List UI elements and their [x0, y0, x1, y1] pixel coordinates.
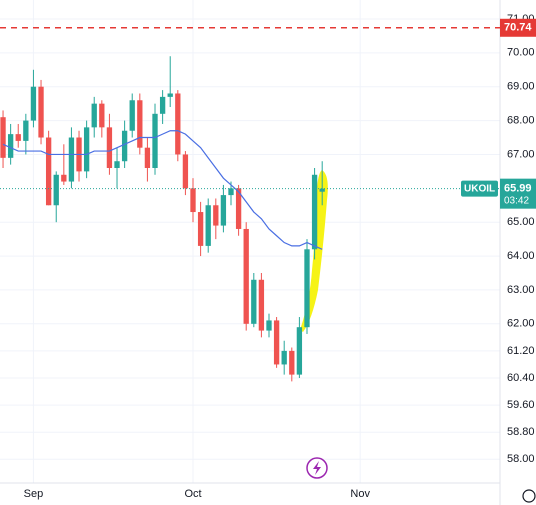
candle-body: [235, 188, 242, 229]
candle-body: [7, 134, 14, 158]
candle-body: [83, 127, 90, 172]
moving-average: [2, 130, 323, 250]
candle-body: [159, 96, 166, 114]
candle-body: [114, 161, 120, 168]
candle-body: [91, 103, 97, 128]
candle-body: [30, 86, 37, 121]
candle-body: [258, 279, 265, 331]
candle-body: [0, 117, 6, 158]
candle-body: [129, 100, 135, 131]
candle-body: [175, 93, 181, 155]
candle-body: [289, 350, 295, 375]
y-tick-label: 58.80: [507, 426, 535, 438]
candle-body: [205, 205, 211, 246]
candle-body: [213, 205, 219, 226]
alert-label: 70.74: [504, 22, 532, 34]
candle-body: [220, 195, 227, 226]
candle-body: [281, 350, 287, 365]
price-label: 65.99: [504, 183, 532, 195]
candle-body: [243, 228, 249, 324]
y-tick-label: 69.00: [507, 81, 535, 93]
candle-body: [273, 320, 280, 365]
candle-body: [15, 134, 21, 141]
y-tick-label: 65.00: [507, 216, 535, 228]
candle-body: [190, 188, 196, 213]
y-tick-label: 67.00: [507, 148, 535, 160]
y-tick-label: 63.00: [507, 284, 535, 296]
x-tick-label: Nov: [350, 488, 370, 500]
y-tick-label: 70.00: [507, 47, 535, 59]
candle-body: [304, 249, 310, 328]
price-label-bg: [500, 178, 536, 209]
candle-body: [266, 320, 272, 331]
countdown-label: 03:42: [504, 195, 529, 206]
candle-body: [45, 137, 52, 206]
y-tick-label: 68.00: [507, 114, 535, 126]
candle-body: [311, 174, 318, 250]
candle-body: [137, 100, 143, 148]
y-tick-label: 58.00: [507, 453, 535, 465]
candle-body: [68, 137, 75, 182]
candle-body: [61, 174, 67, 182]
x-tick-label: Sep: [24, 488, 44, 500]
y-tick-label: 62.00: [507, 318, 535, 330]
y-tick-label: 64.00: [507, 250, 535, 262]
candle-body: [53, 174, 59, 206]
candle-body: [251, 279, 257, 324]
x-tick-label: Oct: [184, 488, 201, 500]
symbol-label-bg: [461, 180, 498, 197]
candle-body: [197, 212, 204, 246]
candle-body: [319, 188, 325, 192]
candle-body: [23, 120, 29, 141]
candle-body: [296, 327, 303, 375]
settings-icon[interactable]: [522, 489, 536, 503]
candle-body: [106, 127, 113, 168]
lightning-glyph: [313, 461, 321, 475]
candle-body: [152, 113, 158, 168]
y-tick-label: 61.20: [507, 345, 535, 357]
y-tick-label: 59.60: [507, 399, 535, 411]
candle-body: [144, 147, 151, 168]
candle-body: [99, 103, 105, 128]
candle-body: [121, 130, 128, 162]
candle-body: [228, 188, 234, 196]
candle-body: [182, 154, 189, 189]
symbol-label: UKOIL: [464, 183, 495, 194]
y-tick-label: 60.40: [507, 372, 535, 384]
alert-label-bg: [500, 18, 536, 37]
candle-body: [38, 86, 44, 138]
candle-body: [167, 93, 173, 97]
highlight-scribble: [300, 170, 328, 332]
